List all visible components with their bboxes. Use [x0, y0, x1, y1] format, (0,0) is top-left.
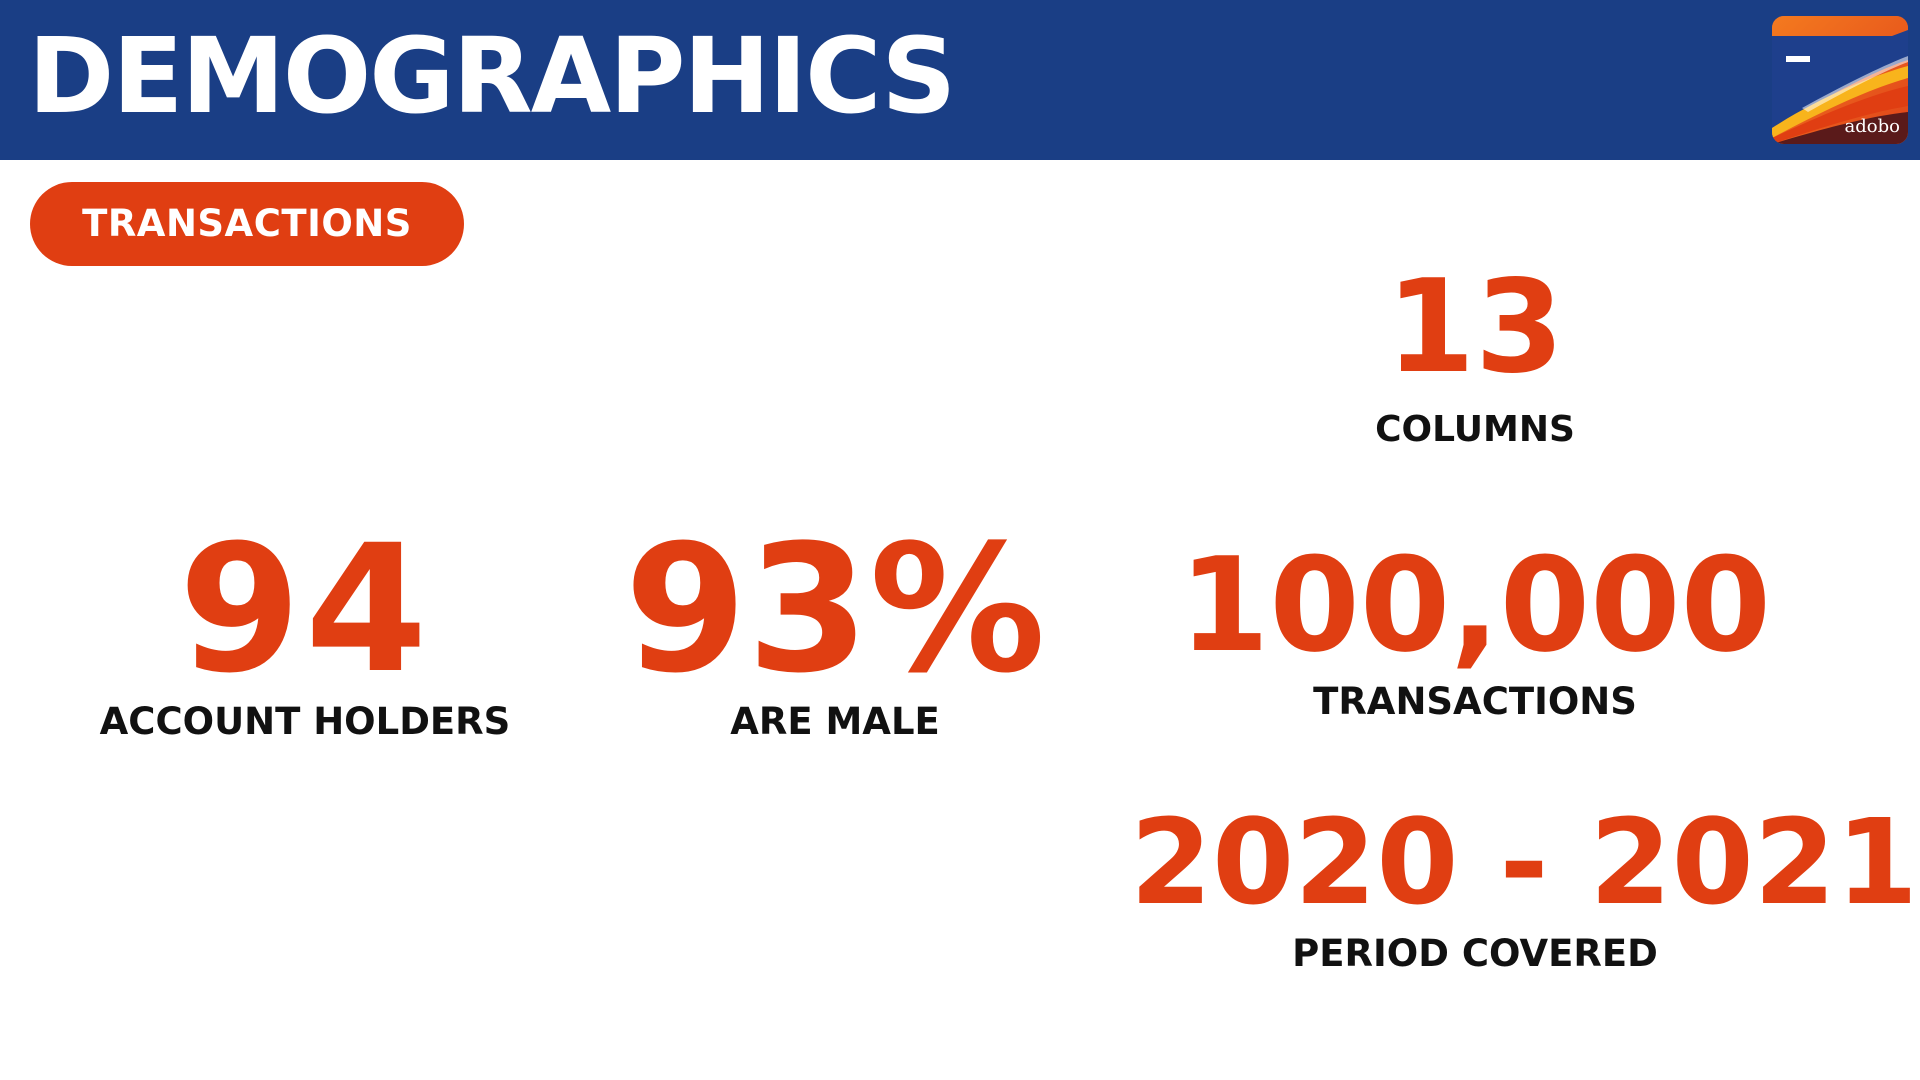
header-bar: DEMOGRAPHICS adobo	[0, 0, 1920, 160]
stat-period: 2020 - 2021 PERIOD COVERED	[1130, 793, 1918, 976]
logo-wordmark: adobo	[1845, 116, 1900, 137]
stat-transactions-label: TRANSACTIONS	[1313, 680, 1637, 723]
stat-columns-label: COLUMNS	[1375, 409, 1575, 450]
section-pill: TRANSACTIONS	[30, 182, 464, 266]
stat-male-share: 93% ARE MALE	[600, 520, 1070, 744]
stat-male-share-value: 93%	[624, 507, 1046, 712]
stat-columns: 13 COLUMNS	[1260, 258, 1690, 452]
stat-transactions: 100,000 TRANSACTIONS	[1160, 530, 1790, 724]
adobo-logo: adobo	[1772, 16, 1908, 144]
stat-period-value: 2020 - 2021	[1130, 793, 1918, 931]
stat-transactions-value: 100,000	[1178, 529, 1772, 681]
stat-male-share-label: ARE MALE	[730, 700, 940, 743]
stat-account-holders-label: ACCOUNT HOLDERS	[99, 700, 511, 743]
stat-account-holders: 94 ACCOUNT HOLDERS	[60, 520, 550, 744]
stat-account-holders-value: 94	[178, 507, 432, 712]
stat-period-label: PERIOD COVERED	[1292, 932, 1658, 975]
page-title: DEMOGRAPHICS	[28, 15, 956, 137]
stat-columns-value: 13	[1385, 253, 1565, 402]
